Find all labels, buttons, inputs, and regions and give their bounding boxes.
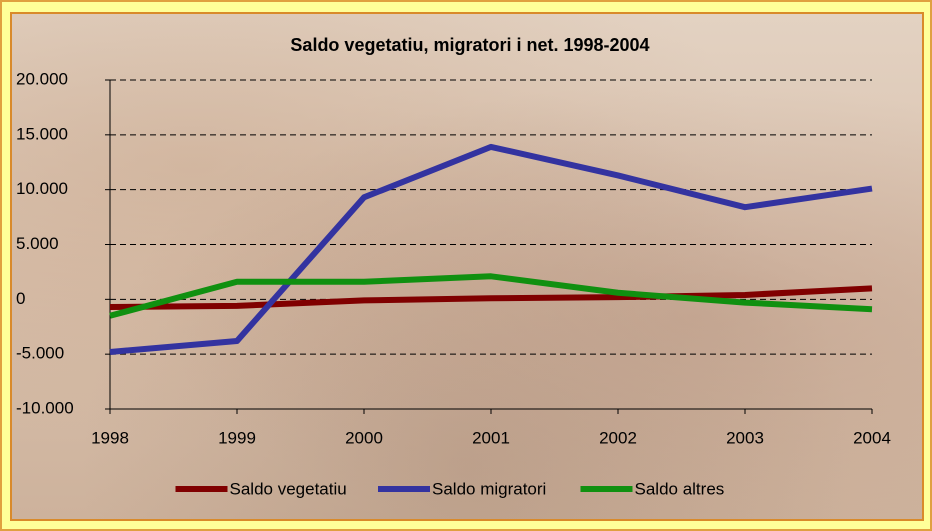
x-tick-label: 1999 bbox=[218, 428, 256, 447]
x-tick-label: 2000 bbox=[345, 428, 383, 447]
legend-label: Saldo migratori bbox=[432, 479, 546, 498]
y-tick-label: -5.000 bbox=[16, 344, 64, 363]
x-tick-label: 2003 bbox=[726, 428, 764, 447]
y-tick-label: 20.000 bbox=[16, 69, 68, 88]
legend-label: Saldo altres bbox=[635, 479, 725, 498]
x-tick-label: 2001 bbox=[472, 428, 510, 447]
x-tick-label: 1998 bbox=[91, 428, 129, 447]
legend-label: Saldo vegetatiu bbox=[230, 479, 347, 498]
y-tick-label: 0 bbox=[16, 289, 25, 308]
chart-title: Saldo vegetatiu, migratori i net. 1998-2… bbox=[290, 35, 649, 55]
x-tick-label: 2004 bbox=[853, 428, 891, 447]
chart: Saldo vegetatiu, migratori i net. 1998-2… bbox=[0, 0, 932, 531]
y-tick-label: 15.000 bbox=[16, 124, 68, 143]
series-line bbox=[110, 147, 872, 352]
y-tick-label: -10.000 bbox=[16, 398, 74, 417]
x-tick-label: 2002 bbox=[599, 428, 637, 447]
y-tick-label: 5.000 bbox=[16, 234, 59, 253]
y-tick-label: 10.000 bbox=[16, 179, 68, 198]
